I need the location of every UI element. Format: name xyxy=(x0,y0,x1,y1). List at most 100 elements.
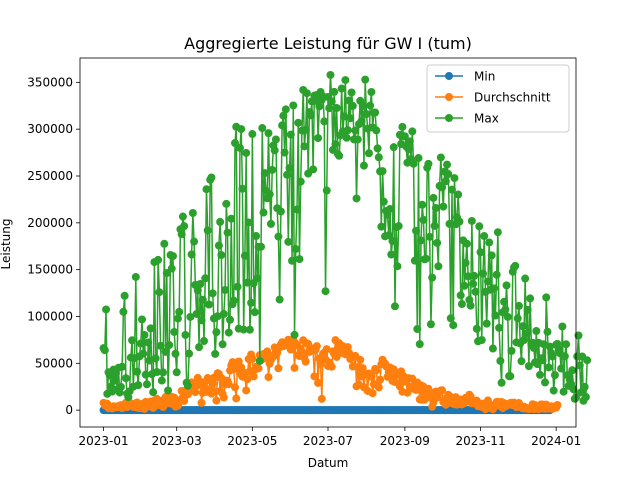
data-point xyxy=(374,153,383,162)
data-point xyxy=(161,347,170,356)
data-point xyxy=(405,137,414,146)
data-point xyxy=(275,295,284,304)
x-tick-label: 2023-01 xyxy=(78,434,128,448)
data-point xyxy=(378,167,387,176)
data-point xyxy=(239,325,248,334)
data-point xyxy=(433,238,442,247)
data-point xyxy=(283,170,292,179)
data-point xyxy=(358,364,367,373)
x-tick-label: 2023-11 xyxy=(455,434,505,448)
data-point xyxy=(342,133,351,142)
data-point xyxy=(264,373,273,382)
data-point xyxy=(240,251,249,260)
data-point xyxy=(583,356,592,365)
data-point xyxy=(491,311,500,320)
data-point xyxy=(288,256,297,265)
chart-title: Aggregierte Leistung für GW I (tum) xyxy=(184,34,472,53)
data-point xyxy=(186,312,195,321)
data-point xyxy=(526,294,535,303)
data-point xyxy=(408,127,417,136)
data-point xyxy=(253,274,262,283)
data-point xyxy=(460,281,469,290)
data-point xyxy=(532,327,541,335)
data-point xyxy=(235,143,244,152)
data-point xyxy=(523,305,532,314)
data-point xyxy=(196,279,205,288)
data-point xyxy=(560,352,569,361)
data-point xyxy=(368,389,377,398)
data-point xyxy=(231,383,239,392)
y-tick-label: 50000 xyxy=(35,356,73,370)
data-point xyxy=(332,104,341,113)
legend-label: Durchschnitt xyxy=(474,91,551,105)
legend-box xyxy=(426,64,570,133)
data-point xyxy=(377,222,386,231)
data-point xyxy=(198,295,207,304)
data-point xyxy=(321,287,330,296)
data-point xyxy=(358,101,367,110)
data-point xyxy=(279,111,288,120)
data-point xyxy=(466,301,475,310)
data-point xyxy=(492,270,501,279)
data-point xyxy=(310,372,319,381)
series-layer xyxy=(99,70,592,415)
data-point xyxy=(538,356,547,365)
data-point xyxy=(362,110,371,119)
data-point xyxy=(248,354,257,363)
x-tick-label: 2023-07 xyxy=(303,434,353,448)
data-point xyxy=(290,330,299,339)
data-point xyxy=(387,250,396,259)
data-point xyxy=(449,321,458,330)
data-point xyxy=(243,375,252,384)
data-point xyxy=(413,325,422,334)
data-point xyxy=(506,372,515,381)
data-point xyxy=(315,102,324,111)
data-point xyxy=(464,272,473,281)
data-point xyxy=(248,130,257,139)
data-point xyxy=(429,193,438,202)
data-point xyxy=(212,396,221,405)
data-point xyxy=(557,364,566,373)
data-point xyxy=(426,320,435,329)
data-point xyxy=(177,230,186,239)
data-point xyxy=(140,330,149,339)
data-point xyxy=(224,380,233,389)
data-point xyxy=(260,169,269,178)
data-point xyxy=(274,232,283,241)
data-point xyxy=(337,84,346,93)
data-point xyxy=(141,370,150,379)
data-point xyxy=(529,343,538,352)
data-point xyxy=(242,148,251,157)
data-point xyxy=(357,117,366,126)
y-tick-label: 200000 xyxy=(27,216,73,230)
data-point xyxy=(134,381,143,390)
data-point xyxy=(376,375,385,384)
series-1 xyxy=(99,335,562,414)
legend-swatch-marker xyxy=(445,114,453,122)
data-point xyxy=(445,392,454,400)
data-point xyxy=(348,101,357,110)
data-point xyxy=(244,218,253,227)
data-point xyxy=(343,126,352,135)
data-point xyxy=(229,296,238,305)
x-axis-label: Datum xyxy=(308,456,349,470)
data-point xyxy=(300,142,309,151)
data-point xyxy=(455,217,464,226)
data-point xyxy=(154,255,163,264)
data-point xyxy=(503,312,512,321)
data-point xyxy=(110,376,119,385)
data-point xyxy=(201,274,210,283)
data-point xyxy=(180,222,189,231)
data-point xyxy=(330,87,339,96)
data-point xyxy=(393,262,402,271)
data-point xyxy=(211,349,220,358)
data-point xyxy=(470,271,479,280)
data-point xyxy=(346,114,355,123)
data-point xyxy=(146,324,155,333)
data-point xyxy=(149,388,158,397)
data-point xyxy=(219,309,228,318)
data-point xyxy=(183,381,192,390)
x-tick-label: 2023-03 xyxy=(152,434,202,448)
data-point xyxy=(569,385,578,394)
data-point xyxy=(467,216,476,225)
